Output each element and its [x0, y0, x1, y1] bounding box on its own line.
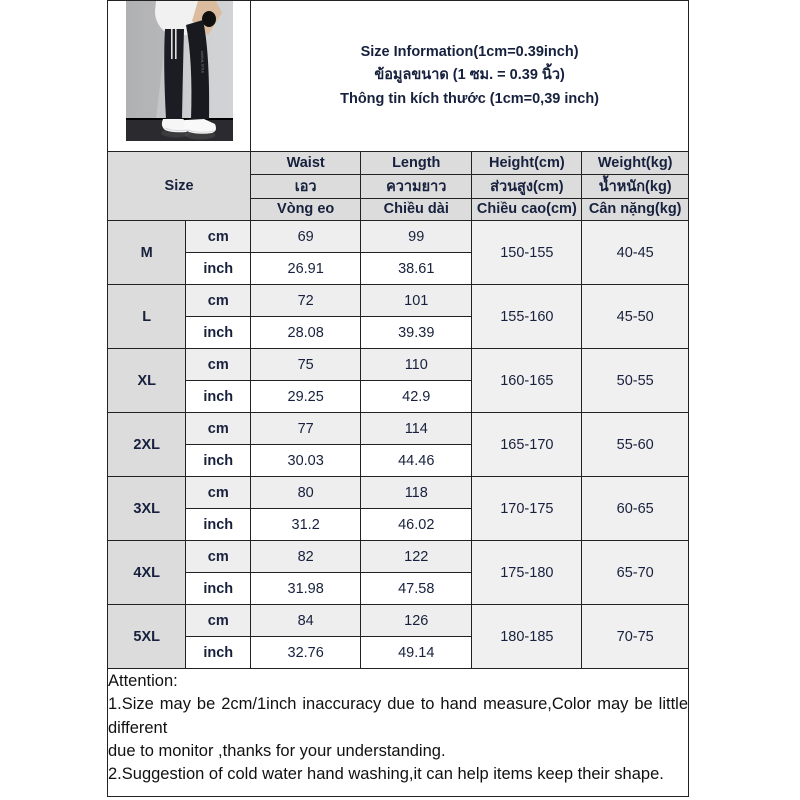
svg-text:CASUAL STYLE: CASUAL STYLE: [200, 51, 205, 73]
